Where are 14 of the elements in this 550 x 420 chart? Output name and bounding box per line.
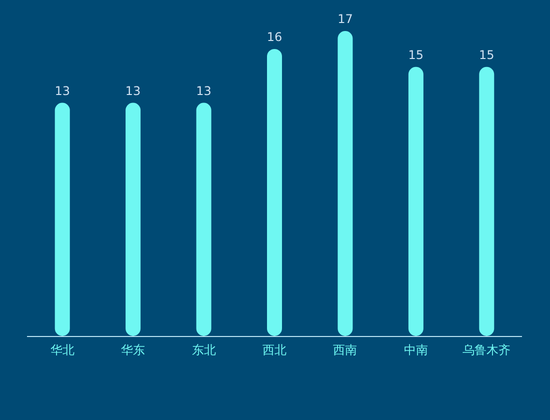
data-label: 13 xyxy=(54,84,70,98)
data-label: 15 xyxy=(408,48,424,62)
x-tick-label: 东北 xyxy=(192,343,216,357)
x-tick-label: 西南 xyxy=(333,343,358,357)
x-tick-label: 西北 xyxy=(262,343,286,357)
x-tick-label: 华东 xyxy=(121,343,146,357)
x-tick-label: 中南 xyxy=(404,343,428,357)
x-tick-label: 乌鲁木齐 xyxy=(462,343,511,357)
data-label: 15 xyxy=(479,48,494,62)
data-label: 17 xyxy=(338,12,353,26)
data-label: 13 xyxy=(196,84,212,98)
data-label: 16 xyxy=(266,30,282,44)
data-label: 13 xyxy=(125,84,141,98)
x-tick-label: 华北 xyxy=(50,343,74,357)
